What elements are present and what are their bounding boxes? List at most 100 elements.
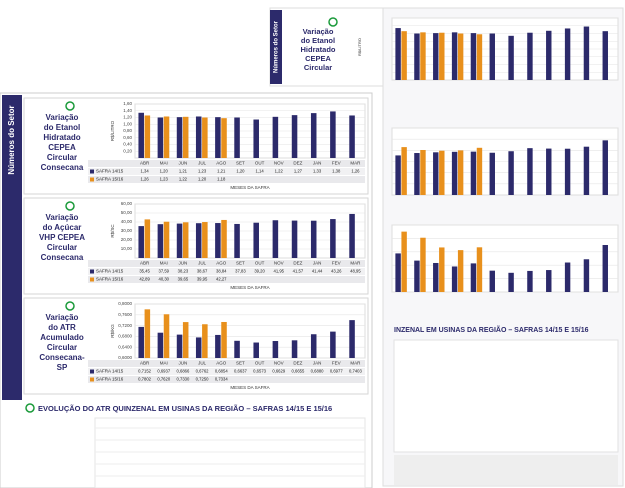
bar xyxy=(182,222,189,258)
table-value: 0,6977 xyxy=(330,369,343,374)
heading-line: Variação xyxy=(46,213,79,222)
legend-swatch xyxy=(90,369,94,374)
y-tick-label: 0,7200 xyxy=(118,323,132,328)
bar xyxy=(221,219,227,258)
y-tick-label: 30,00 xyxy=(121,228,133,233)
bar xyxy=(330,219,336,258)
table-row xyxy=(88,368,365,375)
table-value: 0,7403 xyxy=(349,369,362,374)
table-row xyxy=(88,260,365,267)
bar xyxy=(310,220,317,258)
x-tick-label: ABR xyxy=(140,261,150,266)
bar xyxy=(195,223,202,258)
sidebar-label: Números do Setor xyxy=(274,20,280,73)
table-value: 1,33 xyxy=(313,169,322,174)
bar xyxy=(476,247,483,292)
table-value: 0,7330 xyxy=(177,377,190,382)
legend-swatch xyxy=(90,169,94,174)
table-value: 1,22 xyxy=(275,169,284,174)
bar xyxy=(602,140,608,195)
table-value: 1,21 xyxy=(217,169,226,174)
x-tick-label: AGO xyxy=(216,361,227,366)
bar xyxy=(414,153,420,195)
heading-line: VHP CEPEA xyxy=(39,233,85,242)
bar xyxy=(291,220,298,258)
chart-card xyxy=(23,297,369,395)
bar xyxy=(439,32,445,80)
bar xyxy=(176,223,183,258)
chart-card xyxy=(23,197,369,295)
table-value: 1,23 xyxy=(198,169,207,174)
table-value: 0,7250 xyxy=(196,377,209,382)
x-tick-label: AGO xyxy=(216,161,227,166)
x-tick-label: ABR xyxy=(140,161,150,166)
table-value: 1,26 xyxy=(351,169,360,174)
heading-line: Acumulado xyxy=(40,333,84,342)
x-tick-label: SET xyxy=(236,161,245,166)
heading-line: Consecana xyxy=(41,253,84,262)
heading-line: do Etanol xyxy=(301,36,335,45)
table-value: 0,7334 xyxy=(215,377,228,382)
bar xyxy=(564,28,571,80)
bar xyxy=(546,148,552,195)
bar xyxy=(401,31,407,80)
icon xyxy=(65,101,75,111)
bar xyxy=(439,150,445,195)
bar xyxy=(234,117,240,158)
x-tick-label: DEZ xyxy=(293,361,302,366)
x-tick-label: JAN xyxy=(313,261,322,266)
x-tick-label: MAR xyxy=(350,161,361,166)
bar xyxy=(310,113,317,158)
bar xyxy=(221,118,227,158)
table-value: 1,26 xyxy=(141,177,150,182)
bar xyxy=(401,231,407,292)
x-tick-label: OUT xyxy=(255,161,265,166)
bar xyxy=(508,272,514,292)
bar xyxy=(414,260,420,292)
table-row xyxy=(88,160,365,167)
bar xyxy=(527,270,533,292)
legend-swatch xyxy=(90,177,94,182)
line-chart-area xyxy=(94,417,366,488)
y-tick-label: 0,6400 xyxy=(118,344,132,349)
y-tick-label: 0,20 xyxy=(123,148,132,153)
bar xyxy=(470,33,477,80)
bar xyxy=(470,151,477,195)
bar xyxy=(221,321,227,358)
y-tick-label: 0,40 xyxy=(123,142,132,147)
table-row xyxy=(88,268,365,275)
table-value: 1,20 xyxy=(236,169,245,174)
table-value: 0,6762 xyxy=(196,369,209,374)
bar xyxy=(457,250,464,292)
table-value: 38,23 xyxy=(178,269,189,274)
bar xyxy=(144,309,151,358)
y-axis-title: R$/LITRO xyxy=(357,38,362,56)
heading-line: do ATR xyxy=(48,323,76,332)
y-tick-label: 20,00 xyxy=(121,237,133,242)
plot-area xyxy=(393,339,619,453)
table-row xyxy=(88,276,365,283)
y-tick-label: 0,6800 xyxy=(118,334,132,339)
bar xyxy=(395,28,401,80)
heading-line: CEPEA xyxy=(48,143,76,152)
bar xyxy=(202,324,208,358)
bar xyxy=(420,237,426,292)
bar xyxy=(476,147,483,195)
y-tick-label: 0,8000 xyxy=(118,301,132,306)
bar xyxy=(583,259,590,292)
bar xyxy=(163,221,170,258)
table-value: 1,20 xyxy=(160,169,169,174)
bar xyxy=(330,111,336,158)
table-value: 0,7152 xyxy=(138,369,151,374)
sidebar xyxy=(2,95,22,400)
cropped-title: INZENAL EM USINAS DA REGIÃO – SAFRAS 14/… xyxy=(394,325,589,334)
table-value: 41,95 xyxy=(274,269,285,274)
bar xyxy=(272,341,279,358)
x-tick-label: FEV xyxy=(332,161,341,166)
table-value: 39,65 xyxy=(178,277,189,282)
table-value: 0,6854 xyxy=(215,369,228,374)
table-value: 38,67 xyxy=(197,269,208,274)
section-title: EVOLUÇÃO DO ATR QUINZENAL EM USINAS DA R… xyxy=(38,404,332,413)
table-value: 0,6637 xyxy=(234,369,247,374)
